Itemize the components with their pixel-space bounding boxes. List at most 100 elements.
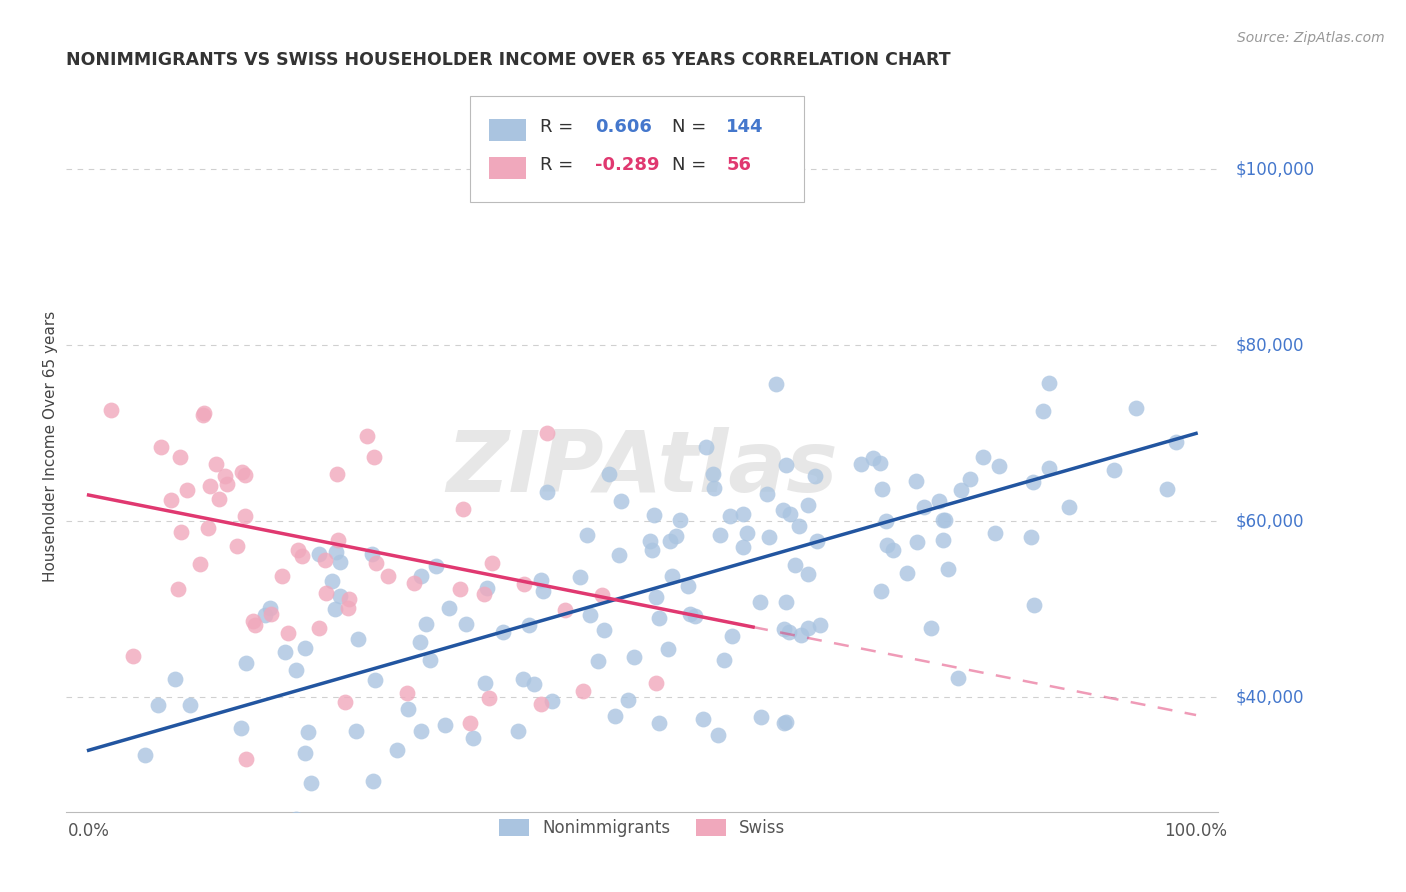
Point [932,533,955,547]
Point [773,622,796,636]
Point [1102,463,1125,477]
Point [657,642,679,657]
Point [481,557,503,571]
Point [308,621,330,635]
Point [1059,500,1081,515]
Point [641,543,664,558]
Point [1032,403,1054,417]
Point [678,579,700,593]
Point [733,507,755,521]
Point [191,408,214,422]
Point [167,582,190,596]
Text: NONIMMIGRANTS VS SWISS HOUSEHOLDER INCOME OVER 65 YEARS CORRELATION CHART: NONIMMIGRANTS VS SWISS HOUSEHOLDER INCOM… [66,51,950,69]
Point [731,540,754,554]
Point [475,581,498,595]
Point [572,683,595,698]
Point [806,533,828,548]
Point [702,467,724,481]
Point [100,403,122,417]
Point [683,608,706,623]
Point [530,697,553,711]
Point [217,477,239,491]
Point [360,547,382,561]
Point [419,653,441,667]
Point [679,607,702,621]
Point [326,467,349,481]
Point [950,483,973,497]
Text: $80,000: $80,000 [1236,336,1303,354]
Point [208,491,231,506]
Point [326,533,349,547]
Point [775,715,797,730]
Text: 56: 56 [727,156,751,174]
Point [869,456,891,470]
Point [460,715,482,730]
Point [658,534,681,549]
Point [905,535,928,549]
Point [932,513,955,527]
Point [617,693,640,707]
Point [233,467,256,482]
Point [983,525,1005,540]
Point [377,568,399,582]
Point [287,542,309,557]
Point [198,479,221,493]
Point [461,731,484,746]
Point [875,514,897,528]
Point [772,502,794,516]
Point [325,545,347,559]
Point [356,429,378,443]
Point [411,569,433,583]
Point [454,617,477,632]
Point [506,723,529,738]
Point [439,600,461,615]
Point [294,641,316,656]
Point [492,624,515,639]
Point [569,570,592,584]
Point [789,628,811,642]
Text: $40,000: $40,000 [1236,689,1303,706]
Point [797,621,820,635]
Point [1022,475,1045,489]
Point [134,747,156,762]
Point [197,521,219,535]
Point [314,553,336,567]
Point [169,450,191,464]
Point [291,814,314,829]
Point [254,608,277,623]
Point [474,587,496,601]
Point [146,698,169,712]
Point [593,623,616,637]
Point [647,611,669,625]
Point [645,676,668,690]
Point [623,649,645,664]
Text: $100,000: $100,000 [1236,161,1315,178]
Point [797,567,820,582]
Point [779,507,801,521]
Point [188,557,211,571]
Point [226,539,249,553]
Point [361,774,384,789]
Text: 144: 144 [727,119,763,136]
Y-axis label: Householder Income Over 65 years: Householder Income Over 65 years [44,311,58,582]
Point [1024,598,1046,612]
Point [205,457,228,471]
Point [339,592,361,607]
Text: R =: R = [540,156,579,174]
Point [291,549,314,563]
Point [912,500,935,514]
Text: N =: N = [672,156,713,174]
Text: ZIPAtlas: ZIPAtlas [447,427,838,510]
Point [936,562,959,576]
Point [749,710,772,724]
Point [536,425,558,440]
Point [775,458,797,472]
Point [692,712,714,726]
Point [478,691,501,706]
Point [363,450,385,464]
Point [713,653,735,667]
Point [235,751,257,765]
Point [586,653,609,667]
Point [425,559,447,574]
Point [946,671,969,685]
